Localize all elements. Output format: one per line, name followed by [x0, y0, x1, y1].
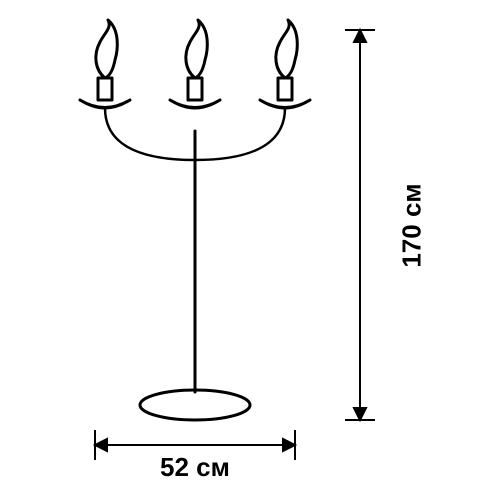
flame-left [96, 20, 117, 78]
lamp-base [140, 390, 250, 420]
socket-center [188, 78, 202, 100]
socket-left [98, 78, 112, 100]
diagram-stage: 52 см 170 см [0, 0, 500, 500]
dimension-height [345, 30, 375, 420]
socket-right [278, 78, 292, 100]
width-dimension-label: 52 см [160, 452, 230, 483]
flame-right [276, 20, 297, 78]
flame-center [186, 20, 207, 78]
height-dimension-label: 170 см [397, 183, 428, 267]
